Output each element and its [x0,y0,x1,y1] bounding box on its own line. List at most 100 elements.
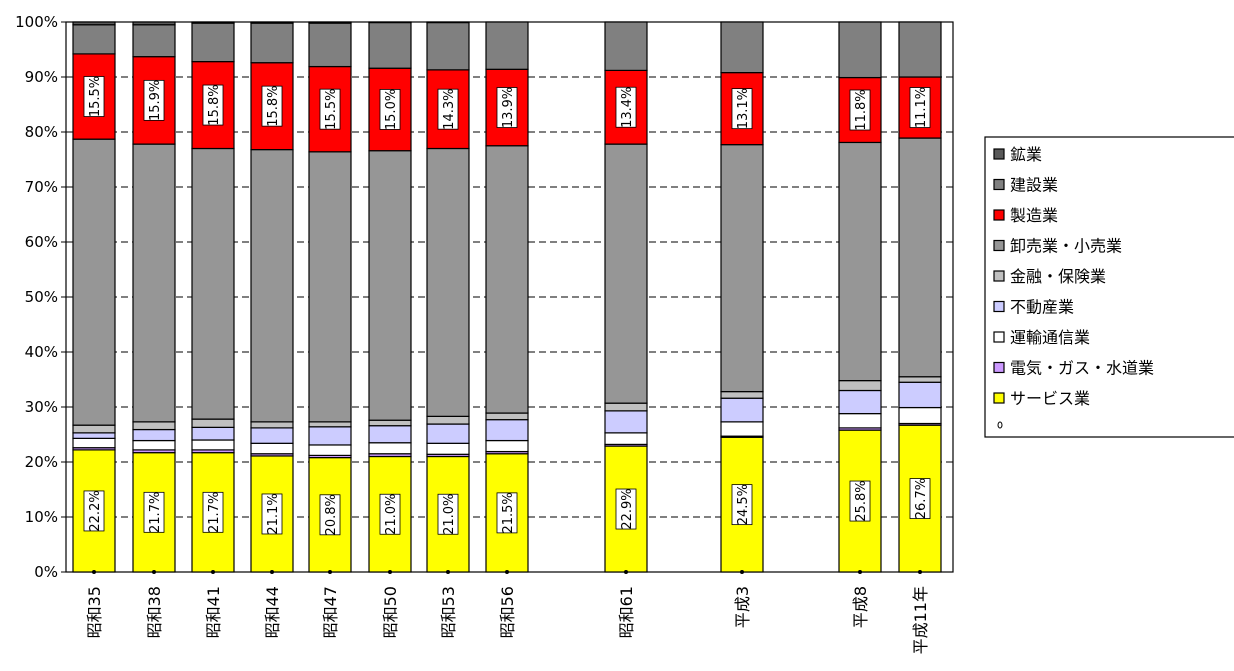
bar-segment [132,24,176,58]
legend-swatch [993,300,1005,313]
data-label-box [202,491,224,533]
legend-swatch [993,148,1005,160]
bar-segment [368,419,412,427]
x-tick [328,570,332,574]
x-tick-label: 昭和35 [85,586,104,638]
bar-segment [368,21,412,24]
data-label-text: 22.9% [620,488,635,529]
bar-segment [132,428,176,442]
bar-segment [368,150,412,421]
y-tick-label: 100% [15,13,58,31]
bar-segment [838,413,882,429]
data-label-box [731,484,753,526]
data-label-text: 15.8% [266,85,281,126]
bar-segment [191,21,235,24]
legend-marker [997,421,1003,429]
bar-segment [485,145,529,414]
legend-swatch [993,331,1005,343]
data-label: 13.4% [615,86,637,128]
data-label: 15.9% [143,79,165,121]
data-label-box [379,89,401,130]
x-tick-label: 昭和50 [381,586,400,638]
data-label-text: 26.7% [914,478,929,519]
data-label: 15.8% [202,84,224,126]
x-tick-label: 昭和38 [145,586,164,638]
data-label-text: 24.5% [736,484,751,525]
bar-segment [838,21,882,79]
legend-label: 不動産業 [1010,298,1074,317]
y-tick-label: 60% [25,233,58,251]
legend-swatch [993,178,1005,191]
bar-segment [426,21,470,71]
bar-segment [72,24,116,55]
bar-segment [720,391,764,399]
data-label-box [143,79,165,121]
bar-segment [72,437,116,449]
data-label: 15.5% [319,89,341,130]
x-tick [505,570,509,574]
data-label-text: 13.4% [620,87,635,128]
bar-segment [426,423,470,444]
x-tick-label: 平成11年 [911,586,930,654]
bar-segment [720,421,764,437]
bar-segment [308,21,352,24]
data-label-text: 15.5% [88,76,103,117]
x-tick [270,570,274,574]
data-label: 24.5% [731,484,753,526]
y-tick-label: 40% [25,343,58,361]
legend-label: 製造業 [1010,206,1058,225]
y-tick-label: 0% [34,563,58,581]
bar-segment [838,380,882,392]
x-tick [858,570,862,574]
x-tick-label: 平成8 [851,586,870,628]
x-tick [152,570,156,574]
data-label-text: 21.5% [501,492,516,533]
data-label-box [319,494,341,536]
bar-segment [72,138,116,426]
bar-segment [898,21,942,78]
bar-segment [485,21,529,70]
bar-segment [426,147,470,417]
bar-segment [604,402,648,412]
data-label-text: 21.0% [442,494,457,535]
bar-segment [485,412,529,421]
bar-segment [191,439,235,451]
data-label: 21.1% [261,493,283,535]
data-label-box [496,492,518,534]
legend-swatch [993,270,1005,282]
bar-segment [368,442,412,455]
data-label-text: 21.7% [207,492,222,533]
data-label: 21.0% [379,493,401,535]
bars-layer [72,21,942,573]
data-label-text: 25.8% [854,480,869,521]
bar-segment [604,432,648,446]
data-label-box [437,88,459,130]
data-label-box [261,493,283,535]
bar-segment [720,21,764,74]
data-label-box [615,488,637,530]
bar-segment [426,415,470,425]
bar-segment [308,444,352,457]
bar-segment [838,141,882,382]
bar-segment [308,151,352,423]
y-tick-label: 10% [25,508,58,526]
x-tick [446,570,450,574]
data-label: 15.8% [261,85,283,127]
bar-segment [308,22,352,68]
legend-box [984,136,1234,438]
x-tick-label: 昭和44 [263,586,282,638]
bar-segment [308,421,352,428]
data-label-box [615,86,637,128]
data-label: 15.5% [83,76,105,117]
data-label-box [379,493,401,535]
data-label-text: 15.9% [148,80,163,121]
x-tick [388,570,392,574]
data-label-text: 11.1% [914,87,929,128]
bar-segment [426,442,470,455]
bar-segment [132,143,176,423]
data-label: 21.7% [202,491,224,533]
data-label: 26.7% [909,478,931,519]
data-label-text: 14.3% [442,89,457,130]
bar-segment [898,381,942,409]
